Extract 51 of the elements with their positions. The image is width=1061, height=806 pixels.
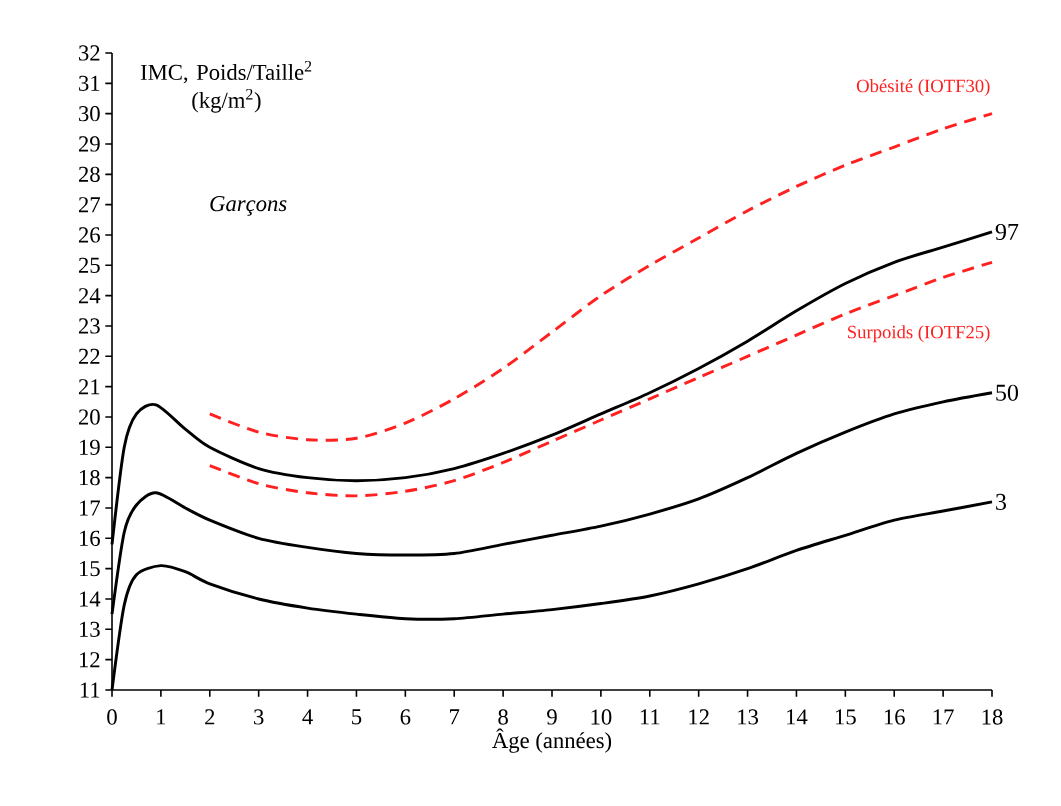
y-tick-label: 27 [78, 197, 100, 213]
series-label: 50 [996, 384, 1019, 401]
x-axis-title: Âge (années) [492, 728, 612, 753]
x-tick-label: 0 [107, 709, 117, 725]
x-tick-label: 6 [400, 709, 411, 725]
y-tick-label: 23 [78, 318, 100, 334]
y-tick-label: 11 [80, 682, 100, 698]
x-tick-label: 13 [738, 709, 759, 725]
y-tick-label: 17 [79, 500, 100, 516]
line-series [208, 260, 994, 498]
y-tick-label: 13 [79, 621, 100, 637]
x-tick-label: 5 [352, 709, 362, 725]
y-tick-label: 25 [78, 257, 100, 273]
series-label: 3 [996, 493, 1006, 510]
y-tick-label: 15 [79, 561, 100, 577]
x-tick-label: 3 [254, 709, 264, 725]
x-tick-label: 12 [689, 709, 709, 725]
x-tick-label: 1 [157, 709, 166, 725]
x-tick-label: 7 [450, 709, 460, 725]
x-tick-label: 18 [982, 709, 1003, 725]
x-tick-label: 8 [498, 709, 508, 725]
y-tick-label: 21 [78, 379, 100, 395]
x-tick-label: 10 [591, 709, 612, 725]
x-tick-label: 4 [302, 709, 313, 725]
annotation: Garçons [210, 196, 287, 216]
y-tick-label: 24 [78, 288, 101, 304]
y-tick-label: 28 [78, 166, 100, 182]
y-tick-label: 30 [79, 106, 100, 122]
x-tick-label: 9 [547, 709, 557, 725]
y-tick-label: 14 [79, 591, 101, 607]
y-tick-label: 16 [79, 530, 100, 546]
y-tick-label: 19 [79, 439, 100, 455]
series-label: 97 [995, 223, 1019, 241]
y-tick-label: 26 [78, 227, 100, 243]
y-tick-label: 31 [79, 75, 100, 91]
y-tick-label: 18 [79, 470, 100, 486]
y-tick-label: 12 [79, 652, 100, 668]
x-tick-label: 15 [835, 709, 856, 725]
series-label: Surpoids (IOTF25) [848, 325, 990, 343]
y-tick-label: 32 [79, 45, 100, 61]
line-series [208, 112, 994, 442]
x-tick-label: 16 [884, 709, 905, 725]
x-tick-label: 14 [787, 709, 808, 725]
x-tick-label: 17 [933, 709, 954, 725]
y-tick-label: 29 [78, 136, 100, 152]
text: IMC, Poids/Taille$^{2}$ (kg/m$^{2}$) [140, 60, 312, 113]
y-tick-label: 20 [78, 409, 100, 425]
x-tick-label: 2 [205, 709, 215, 725]
series-label: Obésité (IOTF30) [856, 79, 990, 97]
y-tick-label: 22 [78, 348, 100, 364]
x-tick-label: 11 [640, 709, 660, 725]
